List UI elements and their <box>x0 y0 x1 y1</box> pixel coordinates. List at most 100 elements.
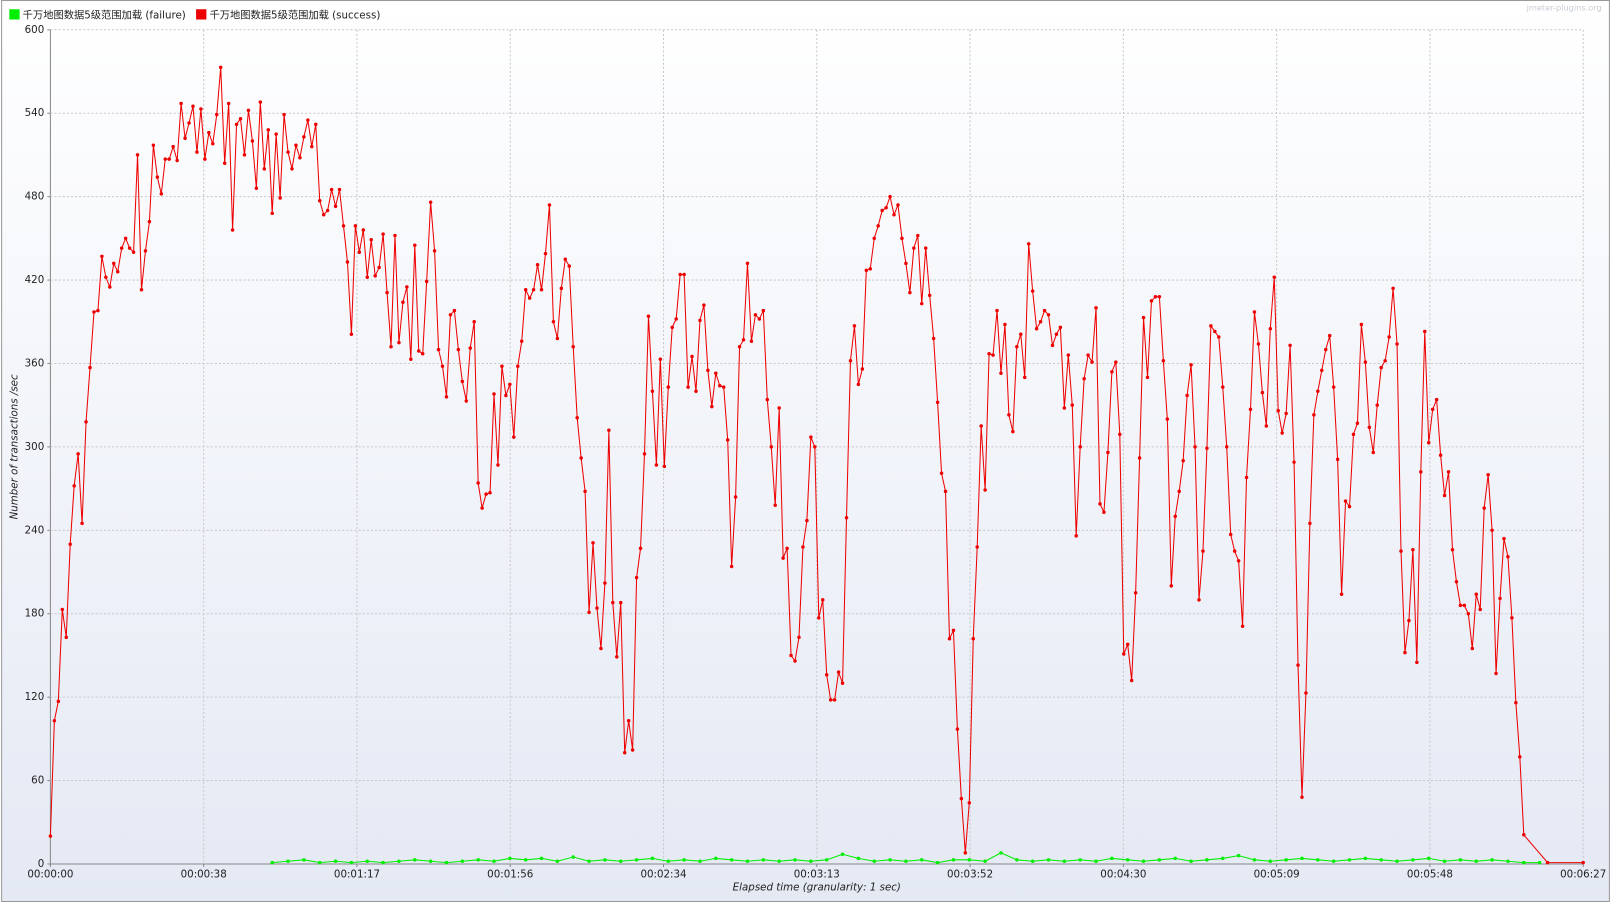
data-point <box>983 488 987 492</box>
data-point <box>1335 457 1340 462</box>
data-point <box>710 404 714 409</box>
y-tick-label: 240 <box>25 524 45 536</box>
data-point <box>1042 308 1047 313</box>
data-point <box>1030 859 1035 863</box>
data-point <box>1426 440 1431 445</box>
data-point <box>599 646 603 651</box>
legend-swatch <box>196 9 207 20</box>
data-point <box>1244 475 1249 480</box>
data-point <box>1066 353 1071 357</box>
data-point <box>413 243 417 248</box>
data-point <box>737 345 742 349</box>
data-point <box>757 317 762 321</box>
data-point <box>1054 332 1059 337</box>
data-point <box>504 393 508 398</box>
data-point <box>207 130 211 135</box>
data-point <box>777 406 781 410</box>
data-point <box>385 290 389 295</box>
data-point <box>444 860 449 865</box>
data-point <box>1415 660 1419 665</box>
data-point <box>1478 607 1482 612</box>
data-point <box>789 653 793 658</box>
data-point <box>1193 445 1197 449</box>
data-point <box>187 121 191 125</box>
data-point <box>662 464 667 469</box>
data-point <box>686 385 690 389</box>
data-point <box>721 385 726 389</box>
data-point <box>337 187 342 192</box>
data-point <box>84 420 88 424</box>
data-point <box>872 236 876 241</box>
data-point <box>1110 370 1114 374</box>
data-point <box>888 858 892 862</box>
data-point <box>1019 332 1023 337</box>
x-tick-label: 00:03:13 <box>794 868 840 880</box>
data-point <box>975 545 979 549</box>
data-point <box>904 859 908 863</box>
data-point <box>444 395 449 399</box>
data-point <box>1141 315 1146 320</box>
data-point <box>389 345 393 349</box>
data-point <box>634 858 639 862</box>
data-point <box>1098 502 1102 506</box>
data-point <box>1133 591 1138 595</box>
data-point <box>745 261 750 266</box>
data-point <box>1062 406 1067 410</box>
data-point <box>353 224 358 228</box>
data-point <box>163 157 168 161</box>
data-point <box>1296 663 1300 667</box>
data-point <box>1288 343 1292 348</box>
data-point <box>317 199 322 203</box>
data-point <box>571 855 575 859</box>
data-point <box>496 463 500 467</box>
data-point <box>714 371 718 375</box>
data-point <box>563 257 568 261</box>
legend-label: 千万地图数据5级范围加载 (failure) <box>23 8 186 21</box>
data-point <box>127 246 132 250</box>
data-point <box>587 859 591 863</box>
data-point <box>646 314 651 318</box>
data-point <box>1169 584 1174 588</box>
data-point <box>741 338 746 342</box>
data-point <box>1426 856 1431 861</box>
data-point <box>1003 322 1007 327</box>
data-point <box>234 122 239 127</box>
data-point <box>1581 860 1585 865</box>
data-point <box>211 142 215 146</box>
data-point <box>203 157 207 161</box>
data-point <box>401 300 405 305</box>
data-point <box>1490 528 1494 533</box>
data-point <box>971 637 975 641</box>
data-point <box>1359 322 1364 327</box>
legend-swatch <box>9 9 20 20</box>
data-point <box>175 158 179 163</box>
data-point <box>718 383 722 388</box>
data-point <box>884 206 888 210</box>
data-point <box>397 859 401 863</box>
data-point <box>302 858 306 862</box>
data-point <box>246 108 251 113</box>
data-point <box>1474 859 1479 863</box>
data-point <box>872 859 876 863</box>
data-point <box>1106 450 1110 455</box>
data-point <box>805 518 809 523</box>
data-point <box>868 267 873 271</box>
data-point <box>1165 417 1170 421</box>
data-point <box>1284 411 1288 416</box>
data-point <box>682 272 686 277</box>
data-point <box>143 249 148 253</box>
data-point <box>987 351 991 356</box>
data-point <box>242 153 247 157</box>
data-point <box>516 364 520 368</box>
data-point <box>1268 859 1273 863</box>
data-point <box>793 858 797 862</box>
data-point <box>302 135 306 139</box>
data-point <box>1137 456 1142 460</box>
data-point <box>1086 353 1090 357</box>
data-point <box>820 598 825 602</box>
data-point <box>1205 446 1209 451</box>
data-point <box>365 275 370 280</box>
data-point <box>1141 859 1146 863</box>
data-point <box>654 463 659 467</box>
data-point <box>96 308 100 313</box>
